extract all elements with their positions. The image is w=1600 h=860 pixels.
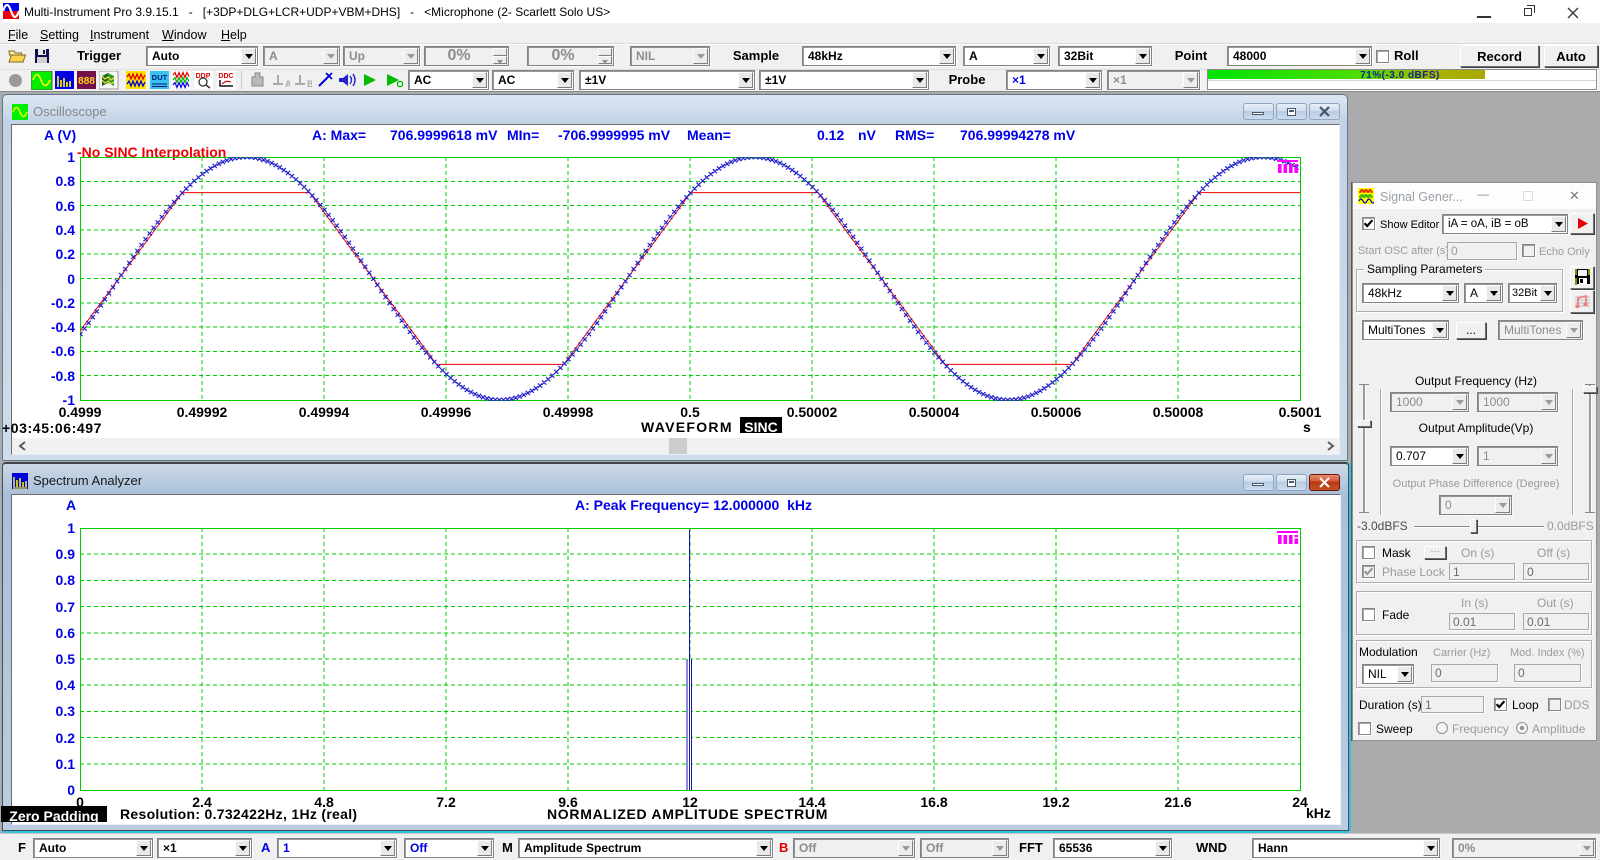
svg-text:A: A [285,79,290,89]
svg-text:DDC: DDC [218,73,233,80]
svg-text:DDP: DDP [196,73,211,80]
svg-text:B: B [307,79,312,89]
svg-text:888: 888 [78,76,95,87]
svg-text:DUT: DUT [152,73,168,82]
